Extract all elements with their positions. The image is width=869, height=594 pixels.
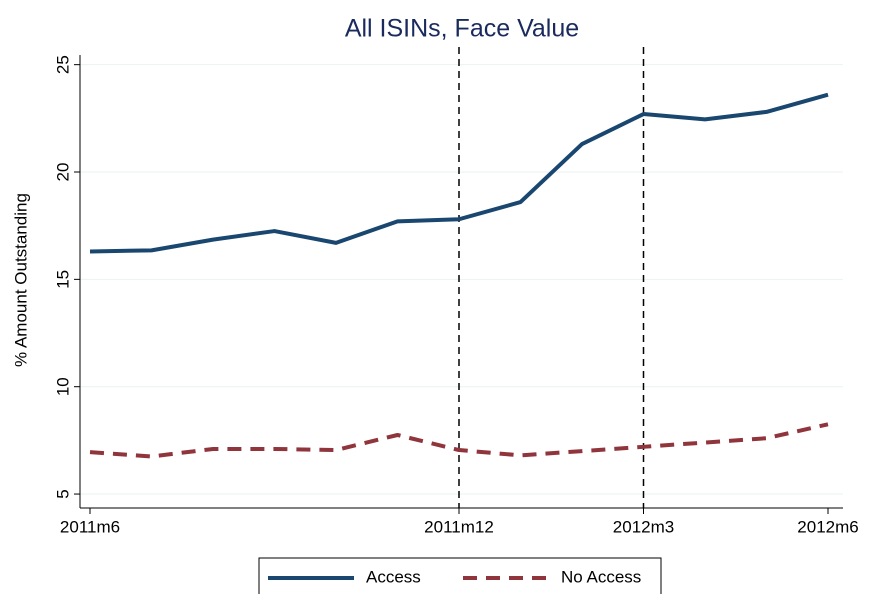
y-tick-label: 25 xyxy=(53,55,72,74)
y-tick-label: 20 xyxy=(53,163,72,182)
chart-title: All ISINs, Face Value xyxy=(345,15,579,43)
y-tick-label: 15 xyxy=(53,270,72,289)
legend-label: No Access xyxy=(561,567,641,586)
x-tick-label: 2012m6 xyxy=(797,517,858,536)
y-tick-label: 5 xyxy=(53,489,72,498)
x-tick-label: 2012m3 xyxy=(613,517,674,536)
x-tick-label: 2011m12 xyxy=(424,517,494,536)
x-tick-label: 2011m6 xyxy=(60,517,120,536)
series-line xyxy=(89,92,829,254)
y-axis-label: % Amount Outstanding xyxy=(11,193,30,367)
series-line xyxy=(89,422,829,459)
y-tick-label: 10 xyxy=(53,377,72,396)
legend-label: Access xyxy=(366,567,421,586)
